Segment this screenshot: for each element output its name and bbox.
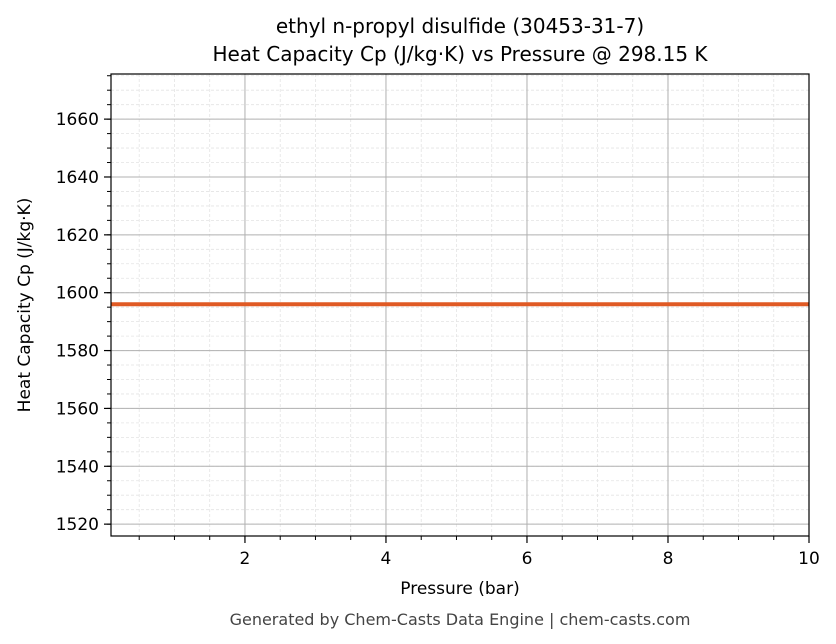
chart-title-line2: Heat Capacity Cp (J/kg·K) vs Pressure @ …	[212, 42, 708, 66]
x-tick-label: 2	[240, 549, 251, 569]
y-tick-label: 1540	[56, 457, 99, 477]
y-tick-label: 1600	[56, 284, 99, 304]
y-tick-label: 1640	[56, 168, 99, 188]
y-tick-label: 1660	[56, 110, 99, 130]
y-tick-label: 1580	[56, 342, 99, 362]
y-tick-label: 1620	[56, 226, 99, 246]
footer-credit: Generated by Chem-Casts Data Engine | ch…	[230, 610, 691, 629]
x-tick-label: 4	[381, 549, 392, 569]
y-axis-label: Heat Capacity Cp (J/kg·K)	[15, 198, 35, 413]
x-tick-label: 6	[522, 549, 533, 569]
ticks: 2 4 6 8 10 1520 1540 1560 1580 1600 1620 1640 1660	[56, 75, 820, 569]
plot-frame	[110, 73, 810, 537]
x-axis-label: Pressure (bar)	[400, 579, 519, 599]
x-tick-label: 10	[798, 549, 820, 569]
x-tick-label: 8	[663, 549, 674, 569]
y-tick-label: 1560	[56, 399, 99, 419]
chart-title-line1: ethyl n-propyl disulfide (30453-31-7)	[276, 14, 644, 38]
y-tick-label: 1520	[56, 515, 99, 535]
